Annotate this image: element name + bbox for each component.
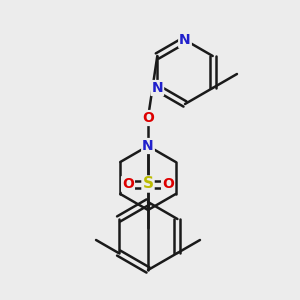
Text: N: N (179, 33, 191, 47)
Text: O: O (122, 177, 134, 191)
Text: S: S (142, 176, 154, 191)
Text: N: N (152, 81, 163, 95)
Text: O: O (162, 177, 174, 191)
Text: O: O (142, 111, 154, 125)
Text: N: N (142, 139, 154, 153)
